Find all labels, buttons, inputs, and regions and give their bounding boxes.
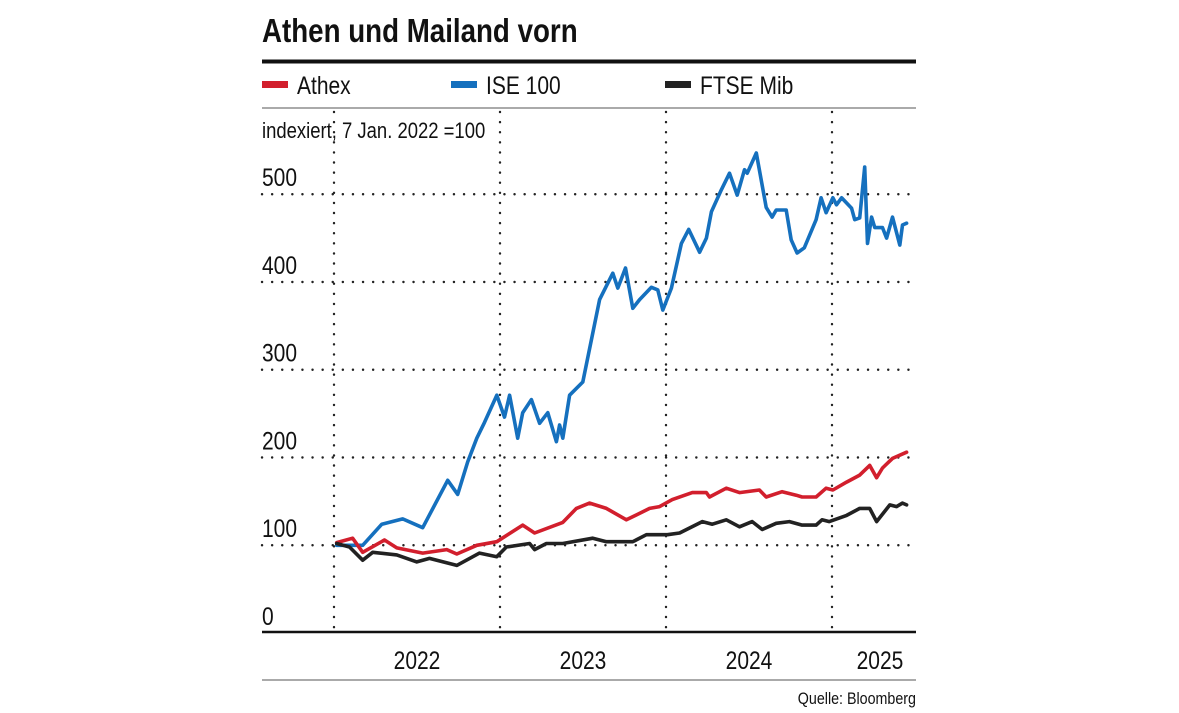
legend-swatch-0 <box>262 81 288 88</box>
legend: Athex ISE 100 FTSE Mib <box>262 71 793 99</box>
y-axis: 0 100 200 300 400 500 <box>262 164 297 631</box>
series-line-athex <box>334 450 909 556</box>
x-axis: 2022 2023 2024 2025 <box>394 646 904 674</box>
y-tick-label: 300 <box>262 339 297 367</box>
legend-label: ISE 100 <box>486 71 561 99</box>
chart-subtitle: indexiert, 7 Jan. 2022 =100 <box>262 120 485 144</box>
x-tick-label: 2023 <box>560 646 607 674</box>
y-tick-label: 200 <box>262 427 297 455</box>
x-tick-label: 2025 <box>857 646 904 674</box>
legend-label: FTSE Mib <box>700 71 793 99</box>
legend-swatch-1 <box>451 81 477 88</box>
legend-label: Athex <box>297 71 351 99</box>
gridlines <box>260 110 918 632</box>
chart-title: Athen und Mailand vorn <box>262 13 578 50</box>
series-line-ftse-mib <box>334 501 909 568</box>
x-tick-label: 2024 <box>726 646 773 674</box>
source-note: Quelle: Bloomberg <box>798 690 916 708</box>
series-line-ise-100 <box>334 151 909 548</box>
y-tick-label: 400 <box>262 251 297 279</box>
y-tick-label: 500 <box>262 164 297 192</box>
y-tick-label: 100 <box>262 515 297 543</box>
series-lines <box>334 151 909 568</box>
legend-swatch-2 <box>665 81 691 88</box>
y-tick-label: 0 <box>262 602 274 630</box>
x-tick-label: 2022 <box>394 646 441 674</box>
